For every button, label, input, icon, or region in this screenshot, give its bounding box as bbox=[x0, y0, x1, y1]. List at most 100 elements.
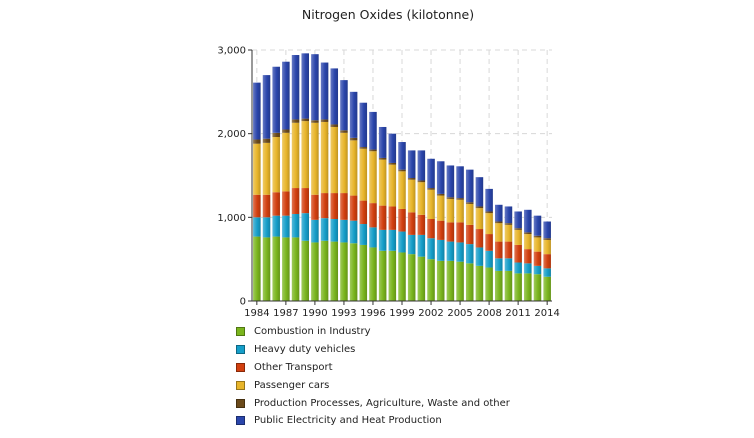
bar-segment bbox=[262, 194, 271, 218]
bar-segment bbox=[465, 263, 474, 301]
bar-segment bbox=[311, 194, 319, 220]
bar-segment bbox=[524, 232, 532, 235]
legend: Combustion in Industry Heavy duty vehicle… bbox=[236, 323, 510, 430]
bar-segment bbox=[465, 169, 474, 203]
bar-segment bbox=[330, 241, 339, 301]
bar-segment bbox=[543, 254, 551, 269]
bar-segment bbox=[359, 224, 368, 245]
x-tick-label: 2008 bbox=[476, 308, 501, 319]
bar-segment bbox=[369, 151, 377, 204]
bar-segment bbox=[427, 238, 435, 260]
bar-segment bbox=[378, 250, 387, 301]
bar-segment bbox=[427, 259, 435, 301]
bar-segment bbox=[398, 208, 406, 232]
bar-segment bbox=[369, 247, 377, 301]
bar-segment bbox=[446, 198, 455, 223]
bar-segment bbox=[504, 223, 513, 225]
y-tick-label: 2,000 bbox=[217, 129, 246, 140]
bar-segment bbox=[340, 130, 348, 133]
bar-segment bbox=[349, 195, 358, 221]
bar-segment bbox=[398, 231, 406, 253]
bar-segment bbox=[465, 224, 474, 245]
bar-segment bbox=[311, 54, 319, 121]
bar-segment bbox=[427, 219, 435, 239]
bar-segment bbox=[543, 238, 551, 240]
bar-segment bbox=[514, 211, 522, 229]
legend-label: Public Electricity and Heat Production bbox=[254, 415, 442, 427]
bar-segment bbox=[340, 219, 348, 243]
bar-segment bbox=[456, 166, 464, 199]
bar-segment bbox=[291, 55, 300, 120]
legend-label: Heavy duty vehicles bbox=[254, 344, 356, 356]
bar-segment bbox=[495, 258, 503, 271]
bar-segment bbox=[495, 223, 503, 242]
bar-segment bbox=[320, 119, 329, 122]
bar-segment bbox=[282, 237, 290, 301]
bar-segment bbox=[359, 148, 368, 201]
legend-item[interactable]: Production Processes, Agriculture, Waste… bbox=[236, 394, 510, 412]
bar-segment bbox=[253, 236, 261, 301]
bar-segment bbox=[417, 180, 426, 183]
bar-segment bbox=[262, 75, 271, 139]
bar-segment bbox=[253, 143, 261, 195]
legend-item[interactable]: Public Electricity and Heat Production bbox=[236, 412, 510, 430]
legend-item[interactable]: Other Transport bbox=[236, 359, 510, 377]
bar-segment bbox=[446, 260, 455, 301]
bar-segment bbox=[427, 188, 435, 190]
bar-segment bbox=[349, 220, 358, 244]
bar-segment bbox=[427, 189, 435, 220]
bar-segment bbox=[282, 215, 290, 238]
bar-segment bbox=[475, 206, 484, 209]
bar-segment bbox=[456, 261, 464, 301]
bar-segment bbox=[311, 120, 319, 123]
bar-segment bbox=[349, 137, 358, 141]
bar-segment bbox=[456, 242, 464, 262]
bar-segment bbox=[301, 188, 309, 214]
legend-item[interactable]: Combustion in Industry bbox=[236, 323, 510, 341]
bar-segment bbox=[533, 274, 542, 301]
bar-segment bbox=[359, 200, 368, 225]
bar-segment bbox=[311, 242, 319, 301]
bar-segment bbox=[330, 219, 339, 242]
legend-swatch bbox=[236, 362, 245, 372]
bar-segment bbox=[388, 164, 397, 207]
bar-segment bbox=[407, 178, 416, 180]
bar-segment bbox=[272, 192, 280, 216]
bar-segment bbox=[485, 267, 493, 301]
bar-segment bbox=[369, 203, 377, 228]
bar-segment bbox=[543, 276, 551, 301]
bar-segment bbox=[417, 182, 426, 215]
x-tick-label: 1996 bbox=[360, 308, 385, 319]
bar-segment bbox=[533, 235, 542, 238]
bar-segment bbox=[465, 203, 474, 225]
bar-segment bbox=[301, 240, 309, 301]
bar-segment bbox=[398, 252, 406, 301]
bar-segment bbox=[349, 243, 358, 301]
legend-item[interactable]: Passenger cars bbox=[236, 376, 510, 394]
y-tick-label: 1,000 bbox=[217, 213, 246, 224]
bar-segment bbox=[407, 150, 416, 179]
bar-segment bbox=[320, 62, 329, 120]
bar-segment bbox=[262, 138, 271, 143]
bar-segment bbox=[320, 240, 329, 301]
bar-segment bbox=[388, 162, 397, 165]
bar-segment bbox=[291, 213, 300, 238]
bar-segment bbox=[475, 247, 484, 266]
bar-segment bbox=[349, 140, 358, 196]
bar-segment bbox=[388, 133, 397, 163]
legend-label: Production Processes, Agriculture, Waste… bbox=[254, 397, 510, 409]
bar-segment bbox=[407, 179, 416, 213]
bar-segment bbox=[407, 254, 416, 301]
bar-segment bbox=[272, 137, 280, 193]
bar-segment bbox=[378, 205, 387, 230]
bar-segment bbox=[253, 194, 261, 218]
bar-segment bbox=[320, 218, 329, 241]
bar-segment bbox=[282, 132, 290, 192]
bar-segment bbox=[436, 161, 445, 194]
bar-segment bbox=[495, 270, 503, 301]
bar-segment bbox=[253, 217, 261, 237]
bar-segment bbox=[456, 199, 464, 223]
bar-segment bbox=[369, 149, 377, 152]
legend-item[interactable]: Heavy duty vehicles bbox=[236, 341, 510, 359]
x-tick-label: 1990 bbox=[302, 308, 327, 319]
